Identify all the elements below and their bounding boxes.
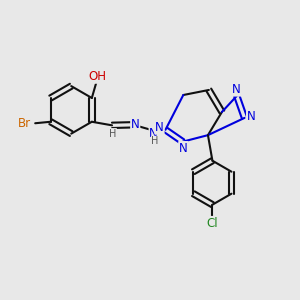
Text: Cl: Cl bbox=[207, 217, 218, 230]
Text: N: N bbox=[247, 110, 255, 123]
Text: OH: OH bbox=[88, 70, 106, 83]
Text: N: N bbox=[155, 121, 164, 134]
Text: H: H bbox=[109, 129, 116, 139]
Text: Br: Br bbox=[18, 117, 31, 130]
Text: H: H bbox=[152, 136, 159, 146]
Text: N: N bbox=[149, 127, 158, 140]
Text: N: N bbox=[131, 118, 140, 131]
Text: N: N bbox=[179, 142, 188, 155]
Text: N: N bbox=[232, 83, 241, 96]
